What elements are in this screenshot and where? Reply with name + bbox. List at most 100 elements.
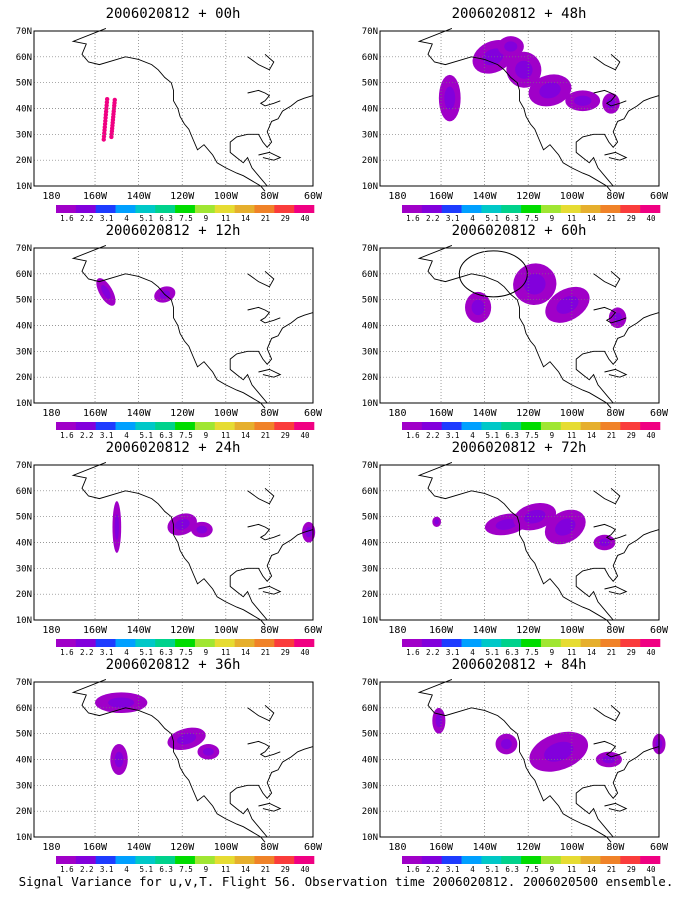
colorbar-swatch [421,856,442,864]
colorbar-label: 5.1 [140,648,154,657]
colorbar-swatch [95,205,116,213]
coastline [247,523,281,541]
colorbar-label: 40 [301,865,311,874]
colorbar-swatch [600,205,621,213]
lon-tick-label: 60W [650,842,669,853]
colorbar-label: 3.1 [446,648,460,657]
colorbar-swatch [540,422,562,430]
coastline [258,368,282,378]
lon-tick-label: 120W [170,625,195,636]
map-frame [33,681,314,838]
variance-core [114,514,120,540]
lon-tick-label: 120W [516,842,541,853]
colorbar-label: 2.2 [80,865,94,874]
panel-title: 2006020812 + 12h [105,223,241,239]
colorbar-swatch [135,856,156,864]
colorbar-swatch [175,639,196,647]
variance-map: 70N 60N 50N 40N 30N 20N 10N 180 160W 140W 120W 100W… [16,678,323,874]
colorbar-label: 9 [204,865,209,874]
lon-tick-label: 140W [473,408,498,419]
lon-tick-label: 60W [304,625,323,636]
panel-title: 2006020812 + 00h [105,6,241,22]
colorbar-label: 4 [470,648,475,657]
lat-tick-label: 60N [16,270,32,280]
colorbar-swatch [294,205,315,213]
lat-tick-label: 30N [16,130,32,140]
colorbar-swatch [600,422,621,430]
colorbar-swatch [274,205,295,213]
coastline [258,585,282,595]
colorbar-label: 11 [221,648,230,657]
colorbar-label: 29 [281,214,290,223]
lon-tick-label: 80W [260,625,279,636]
map-panel: 2006020812 + 48h 70N 60N 50N 40N 30N 20N 10N 180… [346,0,692,223]
colorbar-label: 29 [627,431,636,440]
colorbar-label: 14 [587,648,597,657]
lat-tick-label: 20N [16,807,32,817]
lon-tick-label: 80W [260,408,279,419]
colorbar-label: 3.1 [100,648,114,657]
map-panel: 2006020812 + 36h 70N 60N 50N 40N 30N 20N 10N 180… [0,651,346,874]
colorbar-label: 3.1 [100,431,114,440]
variance-core [177,733,197,745]
colorbar-label: 21 [261,431,270,440]
lat-tick-label: 20N [16,590,32,600]
colorbar-label: 6.3 [505,431,519,440]
colorbar-swatch [620,639,641,647]
lon-tick-label: 120W [170,408,195,419]
colorbar-label: 1.6 [406,648,420,657]
colorbar-swatch [620,205,641,213]
colorbar-label: 4 [470,865,475,874]
lat-tick-label: 50N [362,513,378,523]
map-frame [379,247,660,404]
colorbar-swatch [274,856,295,864]
colorbar-label: 5.1 [486,214,500,223]
colorbar-label: 2.2 [426,431,440,440]
colorbar-label: 7.5 [179,431,193,440]
lon-tick-label: 180 [42,191,60,202]
variance-core [599,538,610,547]
colorbar-swatch [56,422,77,430]
lat-tick-label: 20N [362,373,378,383]
colorbar-swatch [155,639,176,647]
colorbar-label: 11 [221,214,230,223]
lat-tick-label: 10N [362,616,378,626]
colorbar-label: 29 [627,214,636,223]
colorbar-label: 4 [124,648,129,657]
colorbar-swatch [421,205,442,213]
colorbar-swatch [274,422,295,430]
colorbar-label: 7.5 [179,214,193,223]
colorbar-label: 40 [647,648,657,657]
colorbar-label: 7.5 [525,214,539,223]
colorbar-swatch [461,205,482,213]
variance-map: 70N 60N 50N 40N 30N 20N 10N 180 160W 140W 120W 100W… [16,244,323,440]
colorbar-label: 6.3 [505,865,519,874]
colorbar-label: 14 [587,214,597,223]
colorbar-label: 1.6 [406,865,420,874]
coastline [593,740,627,758]
lon-tick-label: 140W [473,842,498,853]
colorbar-swatch [521,422,542,430]
colorbar-label: 40 [301,648,311,657]
coastline [229,746,314,838]
lon-tick-label: 100W [214,842,239,853]
map-frame [33,464,314,621]
panel-title: 2006020812 + 36h [105,657,241,673]
colorbar-label: 1.6 [60,865,74,874]
colorbar-label: 21 [261,648,270,657]
coastline [247,487,275,505]
lat-tick-label: 60N [16,53,32,63]
lat-tick-label: 60N [16,487,32,497]
colorbar-swatch [234,639,255,647]
colorbar-swatch [194,205,216,213]
variance-core [573,95,592,106]
map-panel: 2006020812 + 72h 70N 60N 50N 40N 30N 20N 10N 180… [346,434,692,657]
lon-tick-label: 120W [170,191,195,202]
lon-tick-label: 140W [127,625,152,636]
map-frame [33,30,314,187]
lon-tick-label: 60W [650,625,669,636]
colorbar-label: 9 [204,648,209,657]
lon-tick-label: 80W [606,842,625,853]
colorbar-swatch [560,639,581,647]
lat-tick-label: 40N [362,322,378,332]
